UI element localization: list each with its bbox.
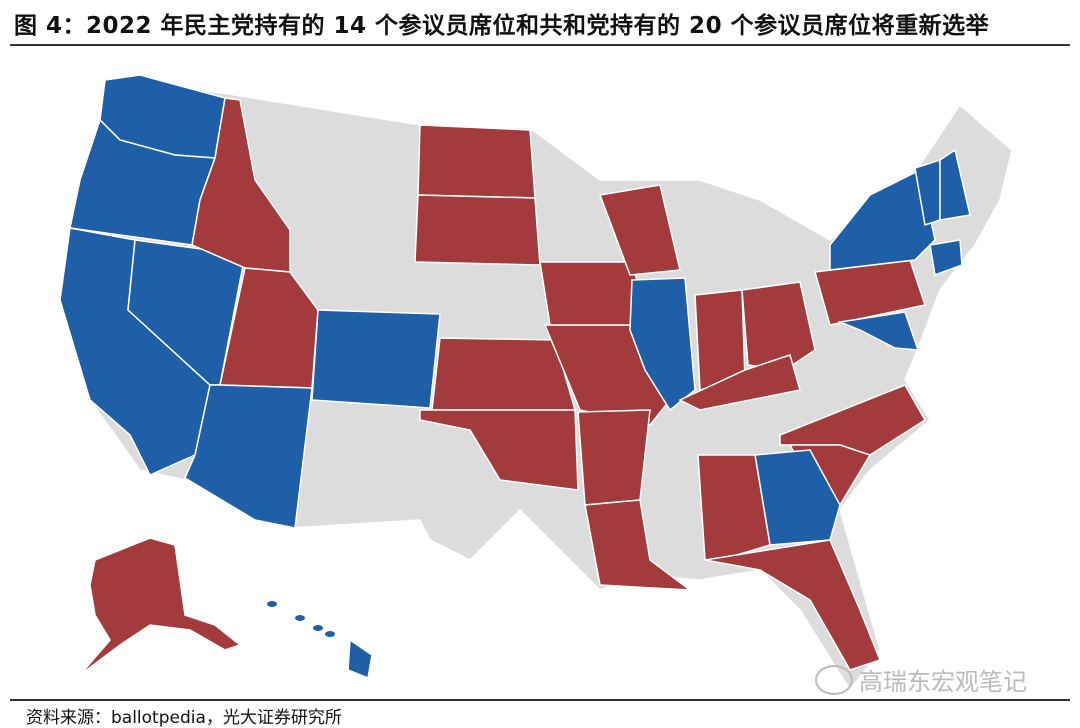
state-ky (678, 354, 801, 411)
state-ak (79, 537, 242, 676)
state-wi (598, 184, 681, 276)
state-fl (704, 539, 881, 671)
state-co (311, 309, 441, 409)
state-az (184, 384, 313, 529)
state-nh (939, 148, 971, 221)
state-la (584, 499, 693, 591)
state-nd (417, 124, 536, 199)
state-md (837, 311, 920, 351)
source-note: 资料来源：ballotpedia，光大证券研究所 (26, 708, 342, 728)
state-hi (347, 638, 373, 680)
watermark-text: 高瑞东宏观笔记 (859, 668, 1027, 696)
state-ct (929, 239, 963, 277)
state-al (697, 454, 771, 561)
state-hi-island (325, 631, 335, 637)
state-hi-island (313, 625, 323, 631)
title-divider (10, 44, 1070, 46)
wechat-icon (815, 664, 853, 695)
state-sd (414, 194, 541, 266)
watermark: 高瑞东宏观笔记 (815, 662, 1027, 697)
state-hi-island (267, 601, 277, 607)
state-hi-island (295, 615, 305, 621)
us-senate-map (59, 74, 1013, 692)
state-ok (419, 409, 579, 491)
state-oh (741, 281, 816, 371)
state-ar (577, 409, 651, 506)
state-ny (829, 168, 936, 271)
figure-title: 图 4：2022 年民主党持有的 14 个参议员席位和共和党持有的 20 个参议… (14, 13, 990, 39)
state-il (629, 277, 696, 412)
state-ks (431, 337, 576, 411)
footer-divider (10, 699, 1070, 701)
